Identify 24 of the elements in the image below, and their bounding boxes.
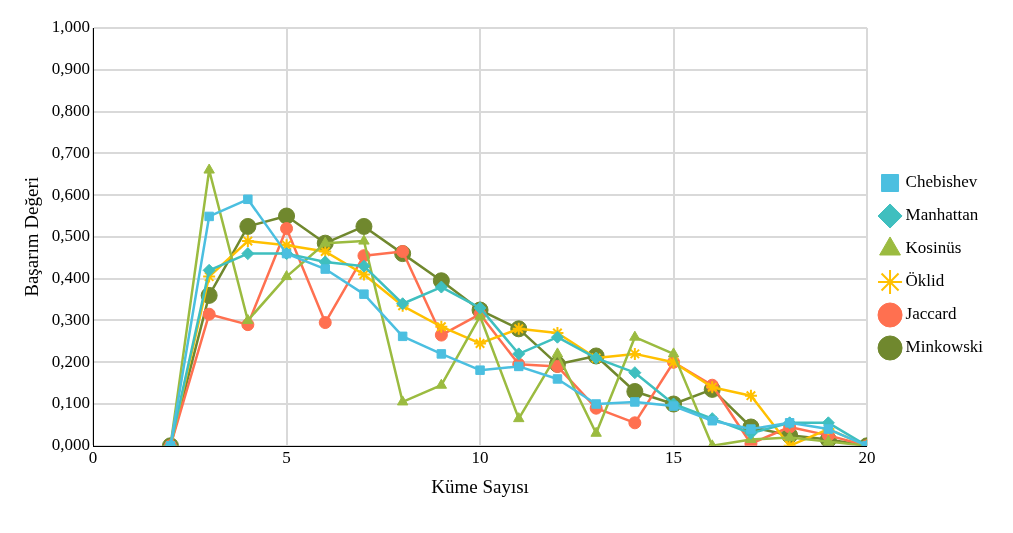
y-tick-label: 0,700 [51, 142, 91, 162]
y-tick-label: 0,400 [51, 268, 91, 288]
legend-label: Minkowski [905, 337, 984, 357]
y-tick-label: 0,600 [51, 184, 91, 204]
x-axis-title: Küme Sayısı [431, 475, 529, 497]
y-tick-label: 0,000 [51, 435, 91, 455]
legend-label: Chebishev [905, 172, 978, 192]
y-tick-label: 0,100 [51, 393, 91, 413]
x-tick-label: 0 [88, 448, 98, 468]
x-tick-label: 15 [665, 448, 683, 468]
y-tick-label: 1,000 [51, 17, 91, 37]
legend-label: Kosinüs [905, 238, 962, 258]
legend-label: Manhattan [905, 205, 979, 225]
y-tick-label: 0,300 [51, 309, 91, 329]
y-tick-label: 0,900 [51, 59, 91, 79]
y-tick-label: 0,800 [51, 101, 91, 121]
y-tick-label: 0,200 [51, 351, 91, 371]
legend-label: Öklid [905, 271, 945, 291]
x-tick-label: 5 [282, 448, 291, 468]
y-axis-title: Başarım Değeri [21, 177, 43, 297]
y-tick-label: 0,500 [51, 226, 91, 246]
legend-label: Jaccard [905, 304, 957, 324]
x-tick-label: 20 [858, 448, 876, 468]
x-tick-label: 10 [471, 448, 489, 468]
